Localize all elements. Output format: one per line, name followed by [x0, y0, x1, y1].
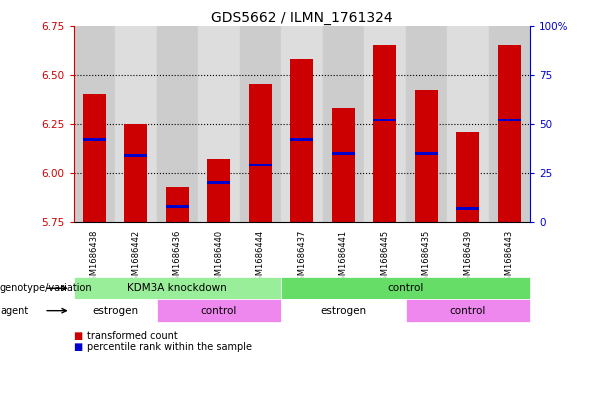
Text: KDM3A knockdown: KDM3A knockdown [127, 283, 227, 293]
Bar [364, 26, 406, 222]
Text: estrogen: estrogen [320, 306, 366, 316]
Bar [198, 26, 240, 222]
Bar [406, 26, 447, 222]
Text: control: control [388, 283, 424, 293]
Bar [373, 119, 396, 121]
Text: percentile rank within the sample: percentile rank within the sample [87, 342, 252, 353]
Bar [166, 205, 189, 208]
Bar [332, 108, 355, 222]
Text: estrogen: estrogen [92, 306, 138, 316]
Bar [166, 187, 189, 222]
Text: ■: ■ [74, 342, 83, 353]
Bar [332, 152, 355, 154]
Bar [124, 124, 147, 222]
Bar [249, 164, 272, 166]
Bar [115, 26, 157, 222]
Bar [240, 26, 281, 222]
Bar [207, 159, 230, 222]
Text: control: control [201, 306, 237, 316]
Bar [281, 26, 323, 222]
Bar [373, 45, 396, 222]
Bar [447, 26, 489, 222]
Bar [290, 138, 313, 141]
Text: agent: agent [0, 306, 28, 316]
Bar [207, 182, 230, 184]
Bar [83, 94, 106, 222]
Bar [498, 45, 521, 222]
Bar [415, 152, 438, 154]
Text: genotype/variation: genotype/variation [0, 283, 92, 293]
Bar [290, 59, 313, 222]
Bar [249, 84, 272, 222]
Bar [74, 26, 115, 222]
Bar [498, 119, 521, 121]
Text: ■: ■ [74, 331, 83, 341]
Bar [157, 26, 198, 222]
Bar [489, 26, 530, 222]
Text: transformed count: transformed count [87, 331, 177, 341]
Bar [323, 26, 364, 222]
Bar [456, 207, 479, 209]
Bar [83, 138, 106, 141]
Bar [415, 90, 438, 222]
Text: control: control [449, 306, 486, 316]
Title: GDS5662 / ILMN_1761324: GDS5662 / ILMN_1761324 [211, 11, 393, 24]
Bar [456, 132, 479, 222]
Bar [124, 154, 147, 156]
